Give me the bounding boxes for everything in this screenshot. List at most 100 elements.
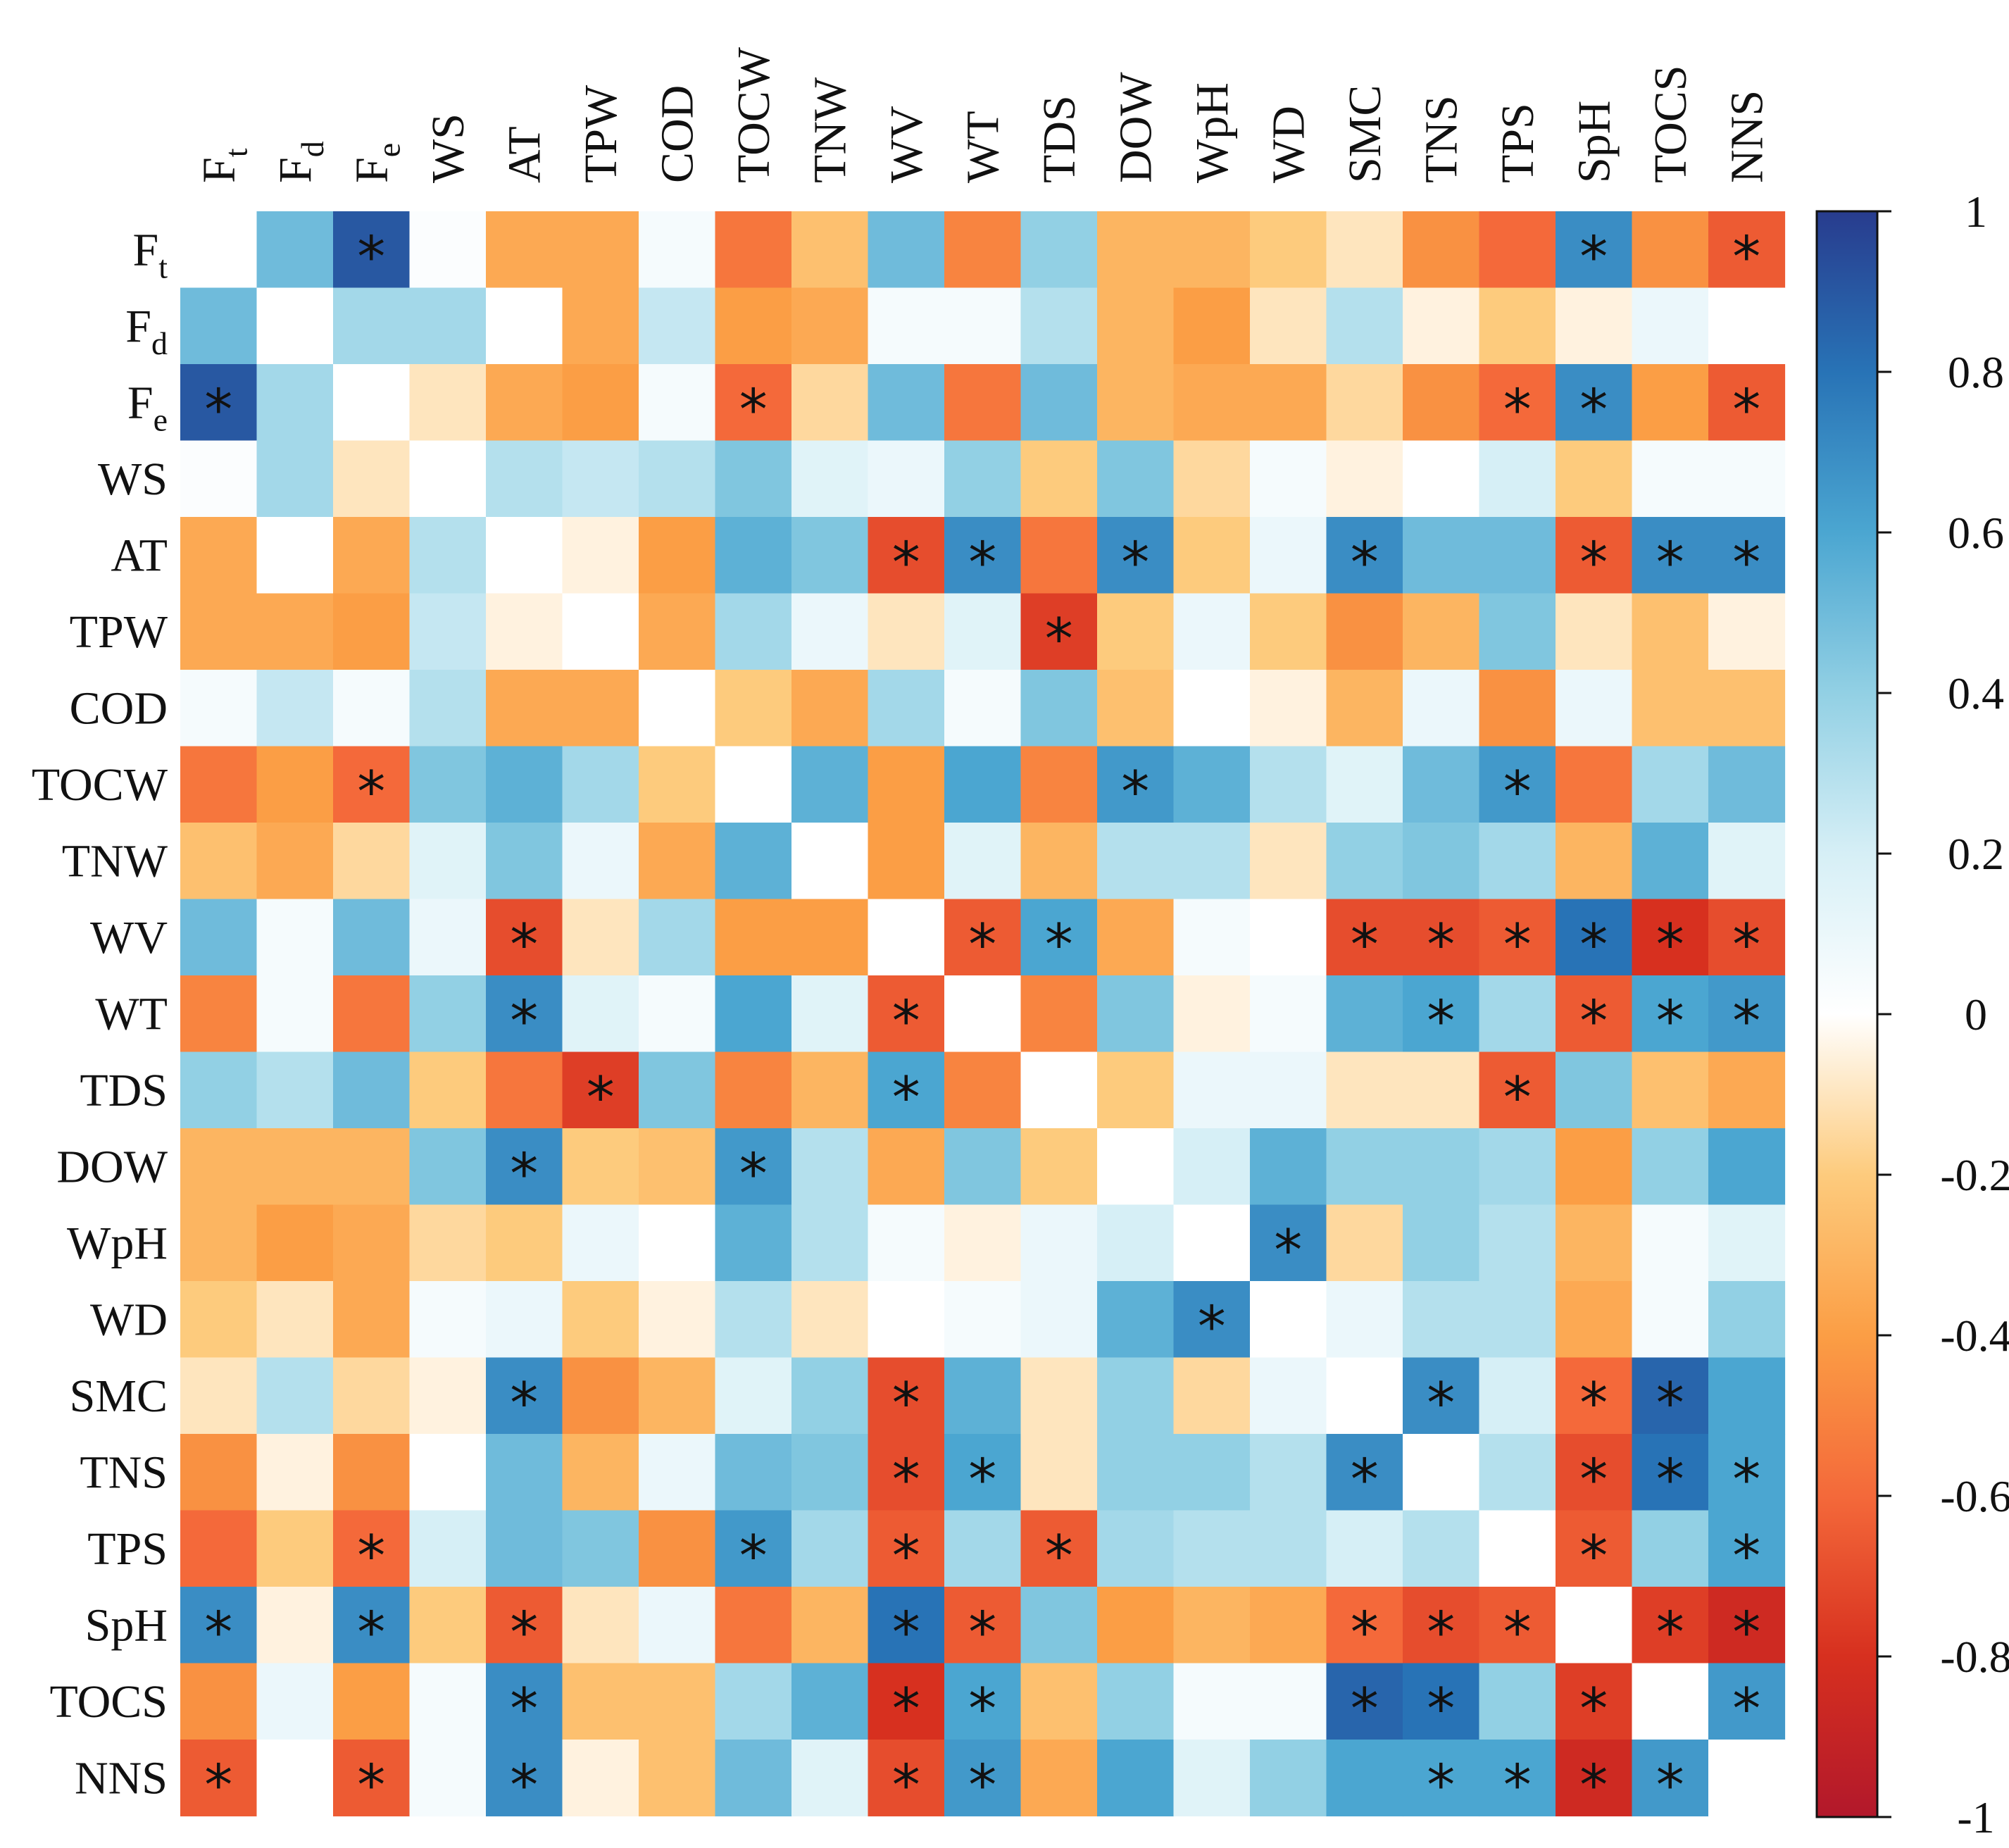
cell-WS-WpH (1173, 440, 1251, 518)
cell-TPW-TPS (1479, 593, 1556, 670)
cell-SMC-Fe (333, 1357, 411, 1435)
cell-SMC-WT (944, 1357, 1022, 1435)
cell-DOW-Ft (180, 1128, 258, 1206)
cell-TOCS-TPW (562, 1663, 639, 1740)
significance-star-TOCW-Fe: * (357, 759, 385, 825)
cell-WT-SMC (1326, 975, 1403, 1053)
column-label-TOCW: TOCW (728, 46, 780, 183)
cell-TOCW-WT (944, 746, 1022, 823)
cell-TDS-Fe (333, 1051, 411, 1129)
heatmap-cells (180, 211, 1786, 1817)
cell-NNS-TPS (1479, 1740, 1556, 1817)
cell-SMC-TDS (1020, 1357, 1098, 1435)
significance-star-TNS-NNS: * (1732, 1447, 1760, 1512)
cell-AT-DOW (1097, 517, 1175, 594)
significance-star-TPW-TDS: * (1045, 606, 1073, 672)
cell-TNW-TPW (562, 823, 639, 900)
significance-star-TNS-WV: * (892, 1447, 920, 1512)
cell-SpH-Fd (256, 1587, 334, 1664)
significance-star-AT-SMC: * (1351, 530, 1379, 595)
significance-star-TNS-SMC: * (1351, 1447, 1379, 1512)
significance-star-TOCS-WT: * (968, 1676, 996, 1742)
cell-WS-WD (1250, 440, 1327, 518)
cell-WS-WT (944, 440, 1022, 518)
cell-Ft-Fe (333, 211, 411, 289)
significance-star-WT-WV: * (892, 988, 920, 1054)
cell-TNS-TOCW (715, 1434, 792, 1511)
significance-star-AT-WV: * (892, 530, 920, 595)
cell-Ft-WpH (1173, 211, 1251, 289)
cell-Fe-TOCS (1632, 364, 1709, 442)
cell-Ft-SpH (1556, 211, 1633, 289)
cell-TDS-AT (486, 1051, 563, 1129)
cell-DOW-WT (944, 1128, 1022, 1206)
cell-SpH-TOCW (715, 1587, 792, 1664)
significance-star-WV-NNS: * (1732, 912, 1760, 978)
cell-WT-TNS (1403, 975, 1480, 1053)
cell-AT-TOCW (715, 517, 792, 594)
cell-Ft-NNS (1708, 211, 1786, 289)
cell-SpH-Ft (180, 1587, 258, 1664)
cell-TDS-WT (944, 1051, 1022, 1129)
column-label-WS: WS (423, 113, 474, 183)
cell-Fd-TNS (1403, 287, 1480, 365)
cell-WpH-SMC (1326, 1204, 1403, 1282)
cell-TDS-TPS (1479, 1051, 1556, 1129)
cell-TOCW-WpH (1173, 746, 1251, 823)
cell-Fd-Fd (256, 287, 334, 365)
cell-AT-SpH (1556, 517, 1633, 594)
colorbar-ticks: 1 0.8 0.6 0.4 0.2 0 -0.2 -0.4 -0.6 -0.8 -1 (1877, 187, 2009, 1842)
cell-COD-TDS (1020, 670, 1098, 747)
cell-TOCS-SMC (1326, 1663, 1403, 1740)
column-labels: Ft Fd Fe WS AT TPW COD TOCW TNW WV WT TDS DOW WpH WD SM… (193, 46, 1772, 183)
cell-SpH-TDS (1020, 1587, 1098, 1664)
cell-SMC-AT (486, 1357, 563, 1435)
cell-TPW-AT (486, 593, 563, 670)
cell-WpH-COD (639, 1204, 716, 1282)
colorbar-tick-label: 0.6 (1948, 508, 2004, 558)
cell-WD-TDS (1020, 1281, 1098, 1359)
column-label-TNW: TNW (804, 77, 856, 183)
cell-TOCW-WD (1250, 746, 1327, 823)
significance-star-TPS-Fe: * (357, 1523, 385, 1589)
cell-WT-Ft (180, 975, 258, 1053)
cell-WT-Fe (333, 975, 411, 1053)
cell-SMC-Fd (256, 1357, 334, 1435)
cell-WT-WV (868, 975, 945, 1053)
cell-TOCW-COD (639, 746, 716, 823)
cell-TDS-TOCW (715, 1051, 792, 1129)
cell-NNS-COD (639, 1740, 716, 1817)
cell-COD-TNW (791, 670, 869, 747)
significance-star-TDS-TPS: * (1503, 1065, 1532, 1130)
cell-Fe-Ft (180, 364, 258, 442)
cell-TNW-DOW (1097, 823, 1175, 900)
cell-NNS-WD (1250, 1740, 1327, 1817)
cell-WV-WT (944, 899, 1022, 976)
cell-TPS-AT (486, 1510, 563, 1587)
cell-WS-Fd (256, 440, 334, 518)
cell-Fe-SpH (1556, 364, 1633, 442)
cell-Ft-WV (868, 211, 945, 289)
cell-COD-WS (409, 670, 487, 747)
cell-WV-Ft (180, 899, 258, 976)
cell-TNW-WV (868, 823, 945, 900)
cell-Fe-WpH (1173, 364, 1251, 442)
cell-SMC-TOCS (1632, 1357, 1709, 1435)
column-label-Ft: Ft (193, 148, 254, 183)
cell-WS-NNS (1708, 440, 1786, 518)
cell-SMC-TPS (1479, 1357, 1556, 1435)
row-label-NNS: NNS (75, 1752, 168, 1804)
cell-TPS-WT (944, 1510, 1022, 1587)
cell-TDS-SpH (1556, 1051, 1633, 1129)
cell-TNW-COD (639, 823, 716, 900)
significance-star-TNS-TOCS: * (1656, 1447, 1684, 1512)
cell-COD-TOCS (1632, 670, 1709, 747)
cell-Ft-TDS (1020, 211, 1098, 289)
cell-WS-TOCS (1632, 440, 1709, 518)
cell-TNS-WT (944, 1434, 1022, 1511)
cell-SpH-SMC (1326, 1587, 1403, 1664)
cell-WV-SpH (1556, 899, 1633, 976)
cell-TPS-TDS (1020, 1510, 1098, 1587)
cell-SMC-DOW (1097, 1357, 1175, 1435)
cell-DOW-WV (868, 1128, 945, 1206)
